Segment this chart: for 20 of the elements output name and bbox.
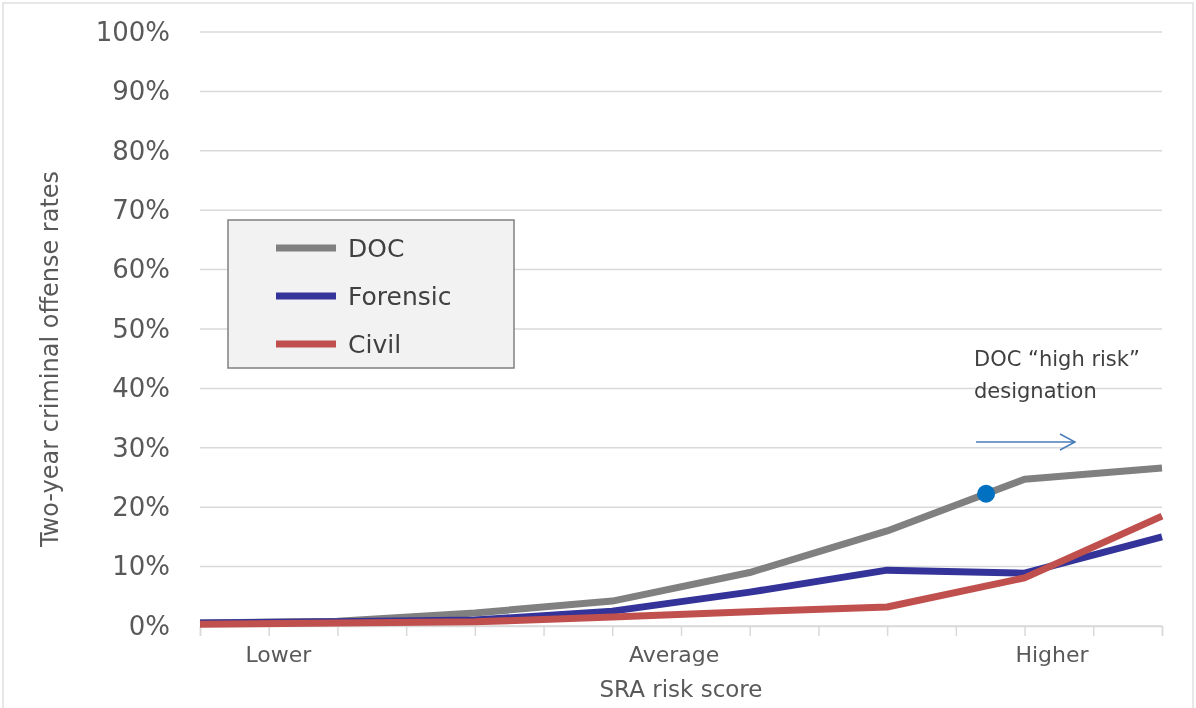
y-tick-label: 40% [112, 373, 170, 404]
y-tick-label: 60% [112, 254, 170, 285]
y-tick-label: 10% [112, 551, 170, 582]
y-tick-label: 90% [112, 76, 170, 107]
x-axis-title: SRA risk score [599, 676, 763, 702]
y-tick-label: 20% [112, 492, 170, 523]
annotation: DOC “high risk” designation [974, 347, 1140, 403]
y-tick-label: 100% [95, 16, 170, 47]
legend-label: DOC [348, 234, 405, 263]
y-tick-label: 30% [112, 432, 170, 463]
text: Higher [1015, 642, 1090, 667]
y-tick-label: 80% [112, 135, 170, 166]
text: Lower [245, 642, 313, 667]
legend-label: Forensic [348, 282, 452, 311]
y-tick-label: 50% [112, 313, 170, 344]
y-tick-label: 0% [128, 610, 170, 641]
y-axis-title: Two-year criminal offense rates [36, 170, 64, 549]
text: Average [628, 642, 720, 667]
y-tick-label: 70% [112, 195, 170, 226]
legend-label: Civil [348, 330, 402, 359]
